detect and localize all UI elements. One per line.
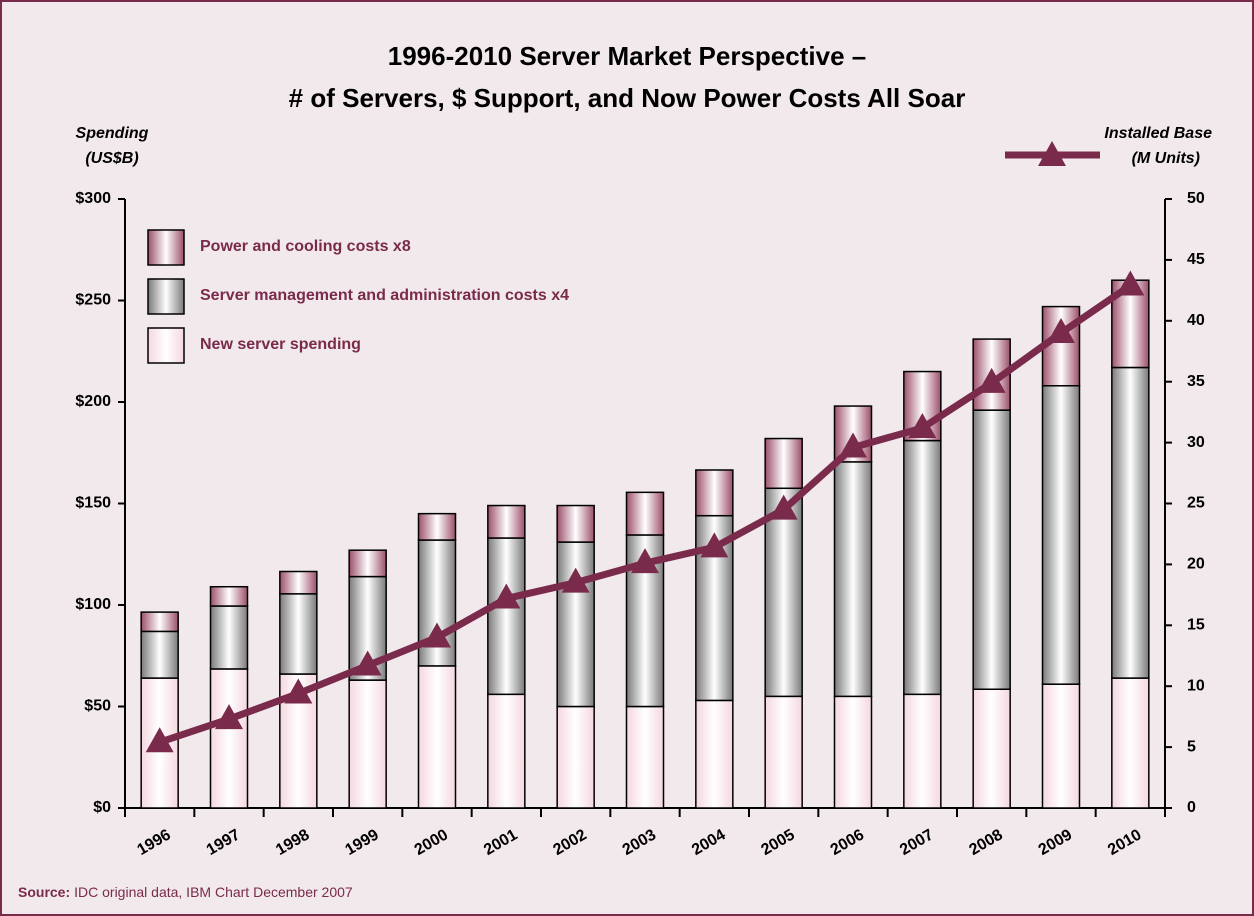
- legend-swatch: [147, 278, 185, 315]
- bar-segment: [695, 699, 734, 809]
- bar-segment: [625, 491, 665, 536]
- bar-segment: [695, 469, 734, 517]
- bar-segment: [903, 439, 942, 696]
- bar-segment: [764, 437, 803, 490]
- bar-segment: [417, 512, 457, 541]
- y2-tick-label: 5: [1187, 738, 1196, 755]
- bar-segment: [348, 549, 387, 578]
- chart-title: # of Servers, $ Support, and Now Power C…: [289, 83, 966, 113]
- bar-segment: [140, 630, 179, 679]
- bar-segment: [695, 514, 734, 702]
- bar-segment: [556, 541, 595, 708]
- line-marker: [631, 548, 659, 574]
- bar-segment: [487, 693, 526, 809]
- y2-axis-label: (M Units): [1132, 150, 1200, 167]
- y2-tick-label: 35: [1187, 373, 1205, 390]
- bar-segment: [209, 605, 249, 670]
- line-marker: [561, 567, 590, 593]
- y2-tick-label: 25: [1187, 495, 1205, 512]
- source: Source: IDC original data, IBM Chart Dece…: [18, 884, 353, 900]
- line-marker: [700, 532, 729, 558]
- y2-tick-label: 50: [1187, 190, 1205, 207]
- line-marker: [908, 412, 937, 438]
- source-text: IDC original data, IBM Chart December 20…: [74, 884, 353, 900]
- bar-segment: [556, 504, 595, 543]
- line-marker: [423, 622, 451, 648]
- line-marker: [215, 704, 243, 730]
- bar-segment: [1041, 683, 1081, 809]
- legend-swatch: [147, 327, 185, 364]
- bar-segment: [1111, 366, 1150, 679]
- line-marker: [1047, 317, 1075, 343]
- y-tick-label: $50: [84, 698, 111, 715]
- bar-segment: [764, 487, 803, 698]
- bar-segment: [833, 695, 873, 809]
- line-marker: [353, 650, 382, 676]
- bar-segment: [833, 461, 873, 698]
- line-marker: [1116, 270, 1145, 296]
- y2-tick-label: 40: [1187, 312, 1205, 329]
- y2-axis-label: Installed Base: [1104, 125, 1212, 142]
- bar-segment: [1111, 677, 1150, 809]
- source-label: Source:: [18, 884, 70, 900]
- bar-segment: [209, 585, 249, 607]
- line-marker: [977, 367, 1006, 393]
- legend-marker: [1038, 141, 1066, 166]
- y2-tick-label: 20: [1187, 556, 1205, 573]
- line-marker: [145, 727, 174, 753]
- line-marker: [769, 494, 798, 520]
- line-marker: [284, 678, 313, 704]
- bar-segment: [140, 611, 179, 633]
- y-tick-label: $0: [93, 799, 111, 816]
- bar-segment: [972, 409, 1011, 690]
- bar-segment: [279, 593, 318, 675]
- bar-segment: [972, 688, 1011, 809]
- line-marker: [839, 432, 867, 458]
- y-tick-label: $250: [75, 292, 111, 309]
- bar-segment: [348, 679, 387, 809]
- line-marker: [492, 583, 521, 609]
- legend-label: Power and cooling costs x8: [200, 238, 411, 255]
- y-tick-label: $200: [75, 393, 111, 410]
- y2-tick-label: 10: [1187, 677, 1205, 694]
- legend-label: Server management and administration cos…: [200, 287, 569, 304]
- bar-segment: [487, 504, 526, 539]
- bar-segment: [487, 537, 526, 696]
- bar-segment: [903, 693, 942, 809]
- bar-segment: [1041, 385, 1081, 685]
- bar-segment: [556, 705, 595, 809]
- chart-title: 1996-2010 Server Market Perspective –: [388, 41, 866, 71]
- legend-label: New server spending: [200, 336, 361, 353]
- y-axis-label: Spending: [76, 125, 149, 142]
- bar-segment: [279, 570, 318, 595]
- y-tick-label: $300: [75, 190, 111, 207]
- y-tick-label: $100: [75, 596, 111, 613]
- bar-segment: [764, 695, 803, 809]
- y2-tick-label: 0: [1187, 799, 1196, 816]
- bar-segment: [625, 705, 665, 809]
- bar-segment: [417, 665, 457, 809]
- y2-tick-label: 45: [1187, 251, 1205, 268]
- y-tick-label: $150: [75, 495, 111, 512]
- y2-tick-label: 30: [1187, 434, 1205, 451]
- y2-tick-label: 15: [1187, 617, 1205, 634]
- bar-segment: [209, 668, 249, 809]
- y-axis-label: (US$B): [85, 150, 138, 167]
- legend-swatch: [147, 229, 185, 266]
